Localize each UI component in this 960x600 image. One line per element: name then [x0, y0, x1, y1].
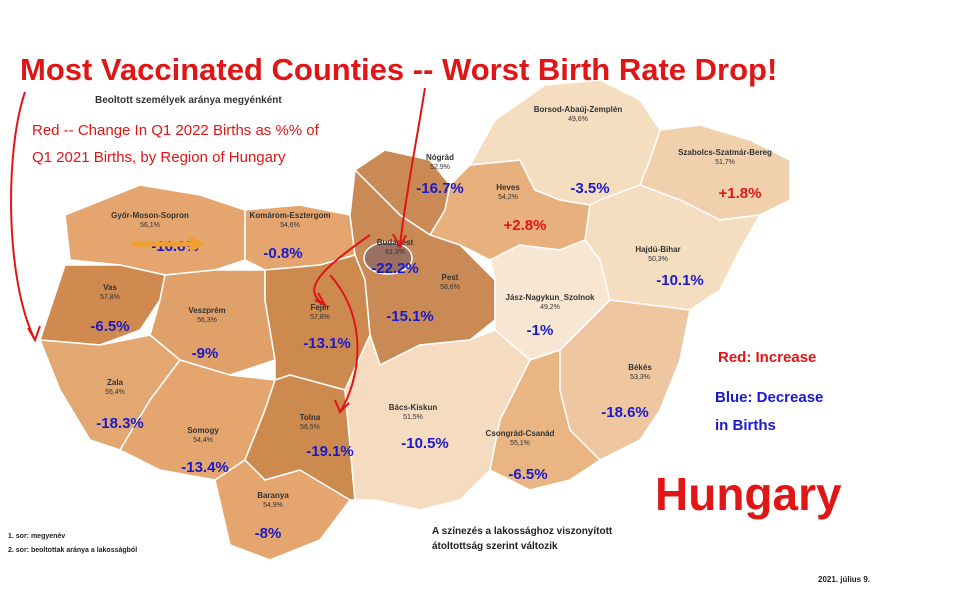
- arrow: [10, 91, 36, 341]
- arrowhead: [314, 292, 328, 308]
- birth-change: -10.5%: [401, 435, 449, 452]
- county-name: Szabolcs-Szatmár-Bereg: [678, 148, 772, 157]
- birth-change: -1%: [527, 322, 554, 339]
- legend-decrease: in Births: [715, 417, 776, 434]
- birth-change: -18.3%: [96, 415, 144, 432]
- birth-change: -6.5%: [90, 318, 129, 335]
- arrowhead: [392, 233, 407, 250]
- county-rate: 55,1%: [510, 440, 530, 447]
- legend-decrease: Blue: Decrease: [715, 389, 823, 406]
- county-rate: 54,9%: [263, 502, 283, 509]
- legend-increase: Red: Increase: [718, 349, 816, 366]
- county-name: Komárom-Esztergom: [250, 211, 331, 220]
- birth-change: -19.1%: [306, 443, 354, 460]
- county-rate: 49,6%: [568, 116, 588, 123]
- birth-change: -16.7%: [416, 180, 464, 197]
- birth-change: -13.1%: [303, 335, 351, 352]
- county-rate: 56,3%: [197, 317, 217, 324]
- county-rate: 52,9%: [430, 164, 450, 171]
- county: [559, 299, 691, 461]
- map-title: Beoltott személyek aránya megyénként: [95, 95, 282, 106]
- county-rate: 54,6%: [280, 222, 300, 229]
- county-name: Hajdú-Bihar: [635, 245, 680, 254]
- county: [64, 184, 246, 276]
- county-rate: 57,8%: [310, 314, 330, 321]
- orange-arrow: [132, 235, 205, 253]
- county-name: Borsod-Abaúj-Zemplén: [534, 105, 623, 114]
- county-rate: 61,3%: [385, 249, 405, 256]
- county: [214, 459, 352, 561]
- county-name: Nógrád: [426, 153, 454, 162]
- caption: átoltottság szerint változik: [432, 541, 558, 552]
- county: [149, 269, 276, 376]
- county-rate: 57,8%: [100, 294, 120, 301]
- birth-change: -10.1%: [656, 272, 704, 289]
- county-name: Békés: [628, 363, 652, 372]
- footnote: 2. sor: beoltottak aránya a lakosságból: [8, 547, 137, 554]
- county-rate: 56,1%: [140, 222, 160, 229]
- county-rate: 51,7%: [715, 159, 735, 166]
- county-name: Zala: [107, 378, 124, 387]
- country-label: Hungary: [655, 468, 842, 520]
- arrow: [313, 234, 371, 306]
- county-rate: 49,2%: [540, 304, 560, 311]
- county-name: Tolna: [300, 413, 321, 422]
- arrow: [329, 274, 359, 413]
- birth-change: +2.8%: [504, 217, 547, 234]
- annotation-arrows: [10, 87, 426, 414]
- county-name: Veszprém: [188, 306, 225, 315]
- county: [584, 184, 762, 311]
- county: [363, 241, 413, 275]
- county-labels: Győr-Moson-Sopron56,1%-16.8%Komárom-Eszt…: [90, 105, 772, 542]
- date: 2021. július 9.: [818, 575, 870, 584]
- birth-change: -18.6%: [601, 404, 649, 421]
- arrow: [399, 87, 426, 246]
- county-rate: 54,4%: [193, 437, 213, 444]
- birth-change: +1.8%: [719, 185, 762, 202]
- county-name: Pest: [442, 273, 459, 282]
- headline: Most Vaccinated Counties -- Worst Birth …: [20, 52, 777, 87]
- county-name: Somogy: [187, 426, 219, 435]
- note-line: Q1 2021 Births, by Region of Hungary: [32, 149, 286, 166]
- county-name: Budapest: [377, 238, 414, 247]
- county-rate: 53,3%: [630, 374, 650, 381]
- county-rate: 58,6%: [440, 284, 460, 291]
- county-name: Bács-Kiskun: [389, 403, 438, 412]
- birth-change: -9%: [192, 345, 219, 362]
- county-rate: 51,5%: [403, 414, 423, 421]
- county-name: Fejér: [310, 303, 329, 312]
- birth-change: -15.1%: [386, 308, 434, 325]
- footnote: 1. sor: megyenév: [8, 533, 65, 540]
- county-name: Győr-Moson-Sopron: [111, 211, 189, 220]
- birth-change: -22.2%: [371, 260, 419, 277]
- birth-change: -3.5%: [570, 180, 609, 197]
- birth-change: -6.5%: [508, 466, 547, 483]
- birth-change: -13.4%: [181, 459, 229, 476]
- county-rate: 54,2%: [498, 194, 518, 201]
- birth-change: -0.8%: [263, 245, 302, 262]
- county-regions: [38, 79, 791, 561]
- arrowhead: [27, 325, 41, 343]
- birth-change: -8%: [255, 525, 282, 542]
- county-rate: 55,4%: [105, 389, 125, 396]
- county-name: Baranya: [257, 491, 289, 500]
- arrowhead: [334, 399, 350, 414]
- county-name: Jász-Nagykun_Szolnok: [506, 293, 595, 302]
- note-line: Red -- Change In Q1 2022 Births as %% of: [32, 122, 320, 139]
- caption: A színezés a lakossághoz viszonyított: [432, 526, 613, 537]
- county-rate: 56,5%: [300, 424, 320, 431]
- county-rate: 50,3%: [648, 256, 668, 263]
- county-name: Heves: [496, 183, 520, 192]
- county-name: Vas: [103, 283, 117, 292]
- county-name: Csongrád-Csanád: [486, 429, 555, 438]
